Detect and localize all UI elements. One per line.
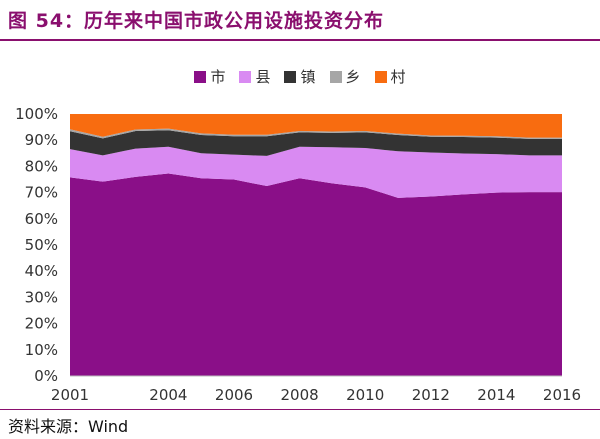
area-layer [70, 114, 562, 376]
chart-legend: 市县镇乡村 [0, 66, 600, 87]
y-tick-label: 0% [34, 367, 58, 385]
legend-item: 县 [239, 66, 270, 87]
y-tick-label: 40% [25, 262, 58, 280]
area-series-村 [70, 114, 562, 138]
figure-title: 图 54：历年来中国市政公用设施投资分布 [8, 10, 385, 32]
axis-layer: 0% 10% 20% 30% 40% 50% 60% 70% 80% 90% 100% 2001 200… [15, 105, 581, 404]
legend-item: 镇 [284, 66, 316, 87]
legend-label: 镇 [300, 68, 316, 86]
legend-swatch [239, 70, 252, 83]
y-tick-label: 20% [25, 315, 58, 333]
area-series-乡 [70, 128, 562, 139]
x-tick-label: 2014 [477, 386, 515, 404]
legend-swatch [329, 70, 342, 83]
legend-label: 市 [210, 68, 226, 86]
x-tick-label: 2008 [281, 386, 319, 404]
y-tick-label: 10% [25, 341, 58, 359]
x-tick-label: 2016 [543, 386, 581, 404]
y-tick-label: 100% [15, 105, 58, 123]
legend-swatch [194, 70, 207, 83]
y-tick-label: 60% [25, 210, 58, 228]
legend-swatch [284, 70, 297, 83]
legend-item: 市 [194, 66, 225, 87]
area-series-镇 [70, 130, 562, 156]
title-divider [0, 39, 600, 41]
source-note: 资料来源：Wind [8, 417, 129, 436]
x-tick-label: 2010 [346, 386, 384, 404]
area-series-县 [70, 146, 562, 198]
legend-item: 乡 [329, 66, 361, 87]
x-tick-label: 2004 [149, 386, 187, 404]
y-tick-label: 80% [25, 157, 58, 175]
area-series-市 [70, 173, 562, 376]
legend-label: 村 [390, 68, 406, 86]
x-tick-label: 2001 [51, 386, 89, 404]
legend-label: 乡 [345, 68, 361, 86]
x-tick-label: 2006 [215, 386, 253, 404]
legend-label: 县 [255, 68, 271, 86]
legend-swatch [374, 70, 387, 83]
y-tick-label: 70% [25, 184, 58, 202]
y-tick-label: 90% [25, 131, 58, 149]
y-tick-label: 30% [25, 288, 58, 306]
source-divider [0, 409, 600, 410]
y-tick-label: 50% [25, 236, 58, 254]
legend-item: 村 [374, 66, 406, 87]
x-tick-label: 2012 [412, 386, 450, 404]
